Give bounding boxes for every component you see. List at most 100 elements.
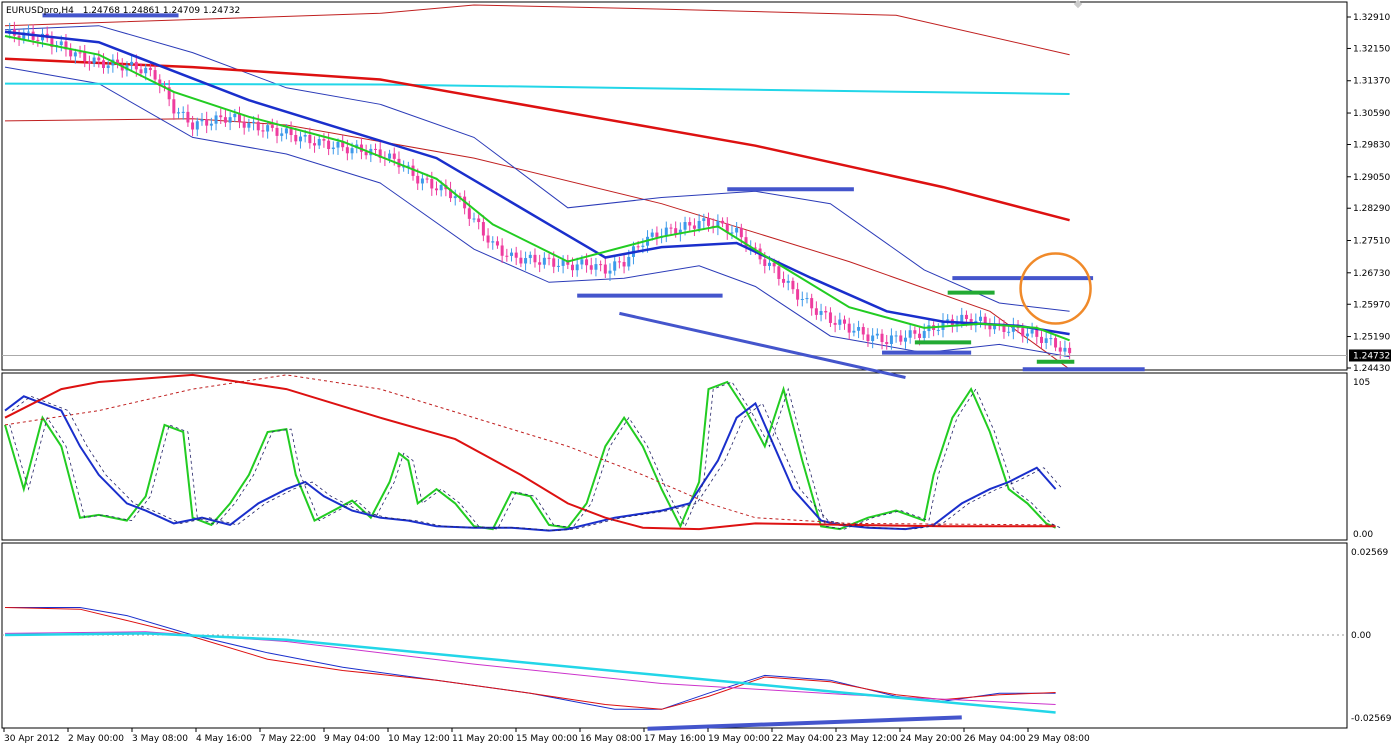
candle-body (805, 298, 809, 300)
candle-body (350, 148, 354, 154)
candle-body (284, 128, 288, 134)
candle-body (542, 257, 546, 265)
candle-body (678, 229, 682, 235)
candle-body (50, 38, 54, 48)
macd-tick-label: -0.02569 (1351, 714, 1392, 724)
candle-body (528, 254, 532, 259)
candle-body (585, 259, 589, 266)
candle-body (613, 261, 617, 271)
envelope-lower-line (4, 118, 1070, 370)
time-axis: 30 Apr 2012 2 May 00:00 3 May 08:00 4 May 1… (3, 728, 1090, 744)
candle-body (1030, 329, 1034, 334)
candle-body (739, 227, 743, 238)
trend-line (619, 311, 906, 379)
candle-body (964, 314, 968, 320)
candle-body (425, 178, 429, 180)
candle-body (772, 262, 776, 267)
candle-body (270, 125, 274, 128)
candle-body (87, 61, 91, 64)
candle-body (570, 264, 574, 271)
time-tick-label: 2 May 00:00 (68, 734, 124, 744)
oscillator-tick-label: 0.00 (1353, 530, 1373, 540)
candle-body (767, 262, 771, 266)
candle-body (786, 280, 790, 283)
candle-body (172, 99, 176, 114)
candle-body (392, 153, 396, 159)
candle-body (913, 330, 917, 334)
candle-body (946, 319, 950, 321)
candle-body (402, 166, 406, 168)
candle-body (472, 218, 476, 220)
time-tick-label: 17 May 16:00 (644, 734, 706, 744)
candle-body (130, 61, 134, 65)
candle-body (725, 223, 729, 233)
mid-ma-line (4, 30, 1070, 336)
candle-body (875, 333, 879, 336)
candle-body (83, 52, 87, 62)
candle-body (64, 41, 68, 50)
candle-body (960, 314, 964, 323)
candle-body (885, 342, 889, 344)
candle-body (899, 335, 903, 342)
candle-body (26, 31, 30, 33)
candle-body (205, 119, 209, 126)
candle-body (495, 241, 499, 246)
candle-body (524, 258, 528, 264)
price-tick-label: 1.29830 (1353, 140, 1390, 150)
candle-body (195, 121, 199, 130)
highlight-circle (1019, 252, 1092, 325)
candle-body (941, 320, 945, 330)
candle-body (308, 134, 312, 144)
candle-body (833, 322, 837, 325)
price-tick-label: 1.25190 (1353, 333, 1390, 343)
macd-layer (2, 607, 1347, 731)
price-tick-label: 1.31370 (1353, 77, 1390, 87)
time-tick-label: 7 May 22:00 (260, 734, 316, 744)
time-tick-label: 23 May 12:00 (836, 734, 898, 744)
time-tick-label: 24 May 20:00 (900, 734, 962, 744)
candle-body (298, 136, 302, 142)
candle-body (233, 113, 237, 118)
fast-ma-line (4, 35, 1070, 342)
ohlc-text: 1.24768 1.24861 1.24709 1.24732 (83, 6, 240, 16)
candle-body (481, 222, 485, 236)
candle-body (317, 139, 321, 146)
candle-body (983, 316, 987, 325)
macd-series-line (4, 631, 1056, 705)
candle-body (275, 127, 279, 136)
candle-body (120, 64, 124, 71)
time-tick-label: 30 Apr 2012 (4, 734, 60, 744)
candle-body (903, 337, 907, 342)
candle-body (866, 334, 870, 341)
candle-body (158, 79, 162, 86)
candle-body (406, 165, 410, 167)
price-tick-label: 1.27510 (1353, 237, 1390, 247)
candle-body (796, 289, 800, 300)
candle-body (533, 254, 537, 263)
candle-body (702, 218, 706, 221)
candle-body (17, 35, 21, 40)
candle-body (345, 147, 349, 154)
oscillator-series-line (4, 374, 1056, 526)
candle-body (449, 189, 453, 199)
price-panel[interactable] (1, 1, 1348, 371)
candle-body (1035, 329, 1039, 337)
candle-body (1058, 347, 1062, 352)
price-tick-label: 1.29050 (1353, 173, 1390, 183)
candle-body (636, 246, 640, 248)
current-price-box (1349, 349, 1391, 362)
candle-body (261, 130, 265, 132)
candle-body (97, 57, 101, 61)
candle-body (664, 227, 668, 237)
price-tick-label: 1.25970 (1353, 300, 1390, 310)
price-tick-label: 1.28290 (1353, 204, 1390, 214)
price-tick-label: 1.32910 (1353, 13, 1390, 23)
time-tick-label: 19 May 00:00 (708, 734, 770, 744)
candle-body (514, 252, 518, 258)
candle-body (153, 70, 157, 80)
oscillator-panel[interactable] (1, 372, 1348, 541)
macd-series-line (4, 607, 1056, 710)
candle-body (327, 140, 331, 150)
macd-trend-line (647, 715, 962, 731)
candle-body (730, 232, 734, 234)
